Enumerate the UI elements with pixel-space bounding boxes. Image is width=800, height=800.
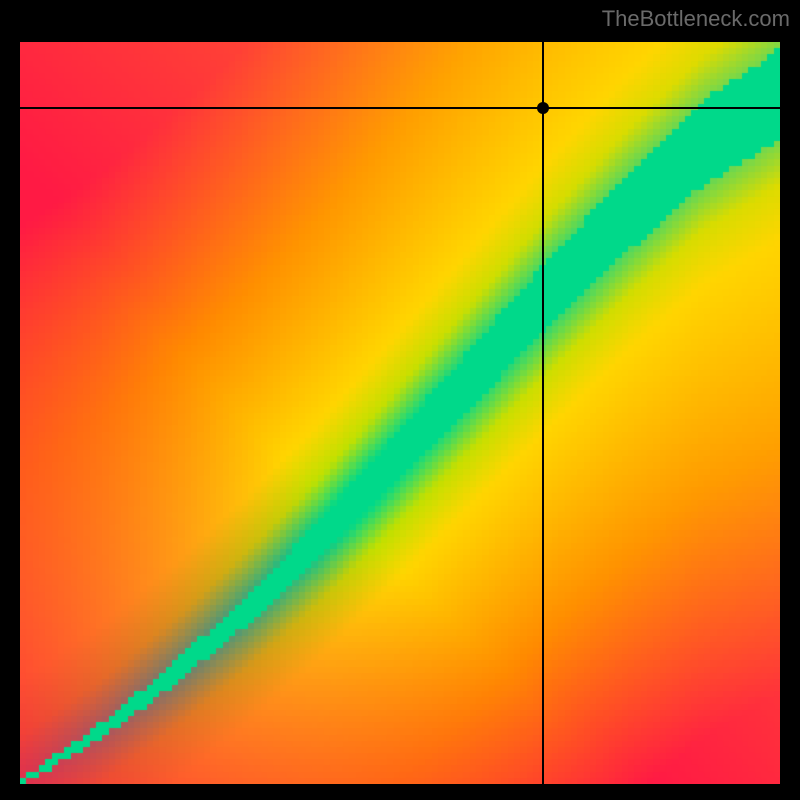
watermark-text: TheBottleneck.com	[602, 6, 790, 32]
crosshair-horizontal	[20, 107, 780, 109]
chart-container: TheBottleneck.com	[0, 0, 800, 800]
crosshair-marker	[537, 102, 549, 114]
heatmap-canvas	[20, 42, 780, 784]
plot-area	[20, 42, 780, 784]
crosshair-vertical	[542, 42, 544, 784]
